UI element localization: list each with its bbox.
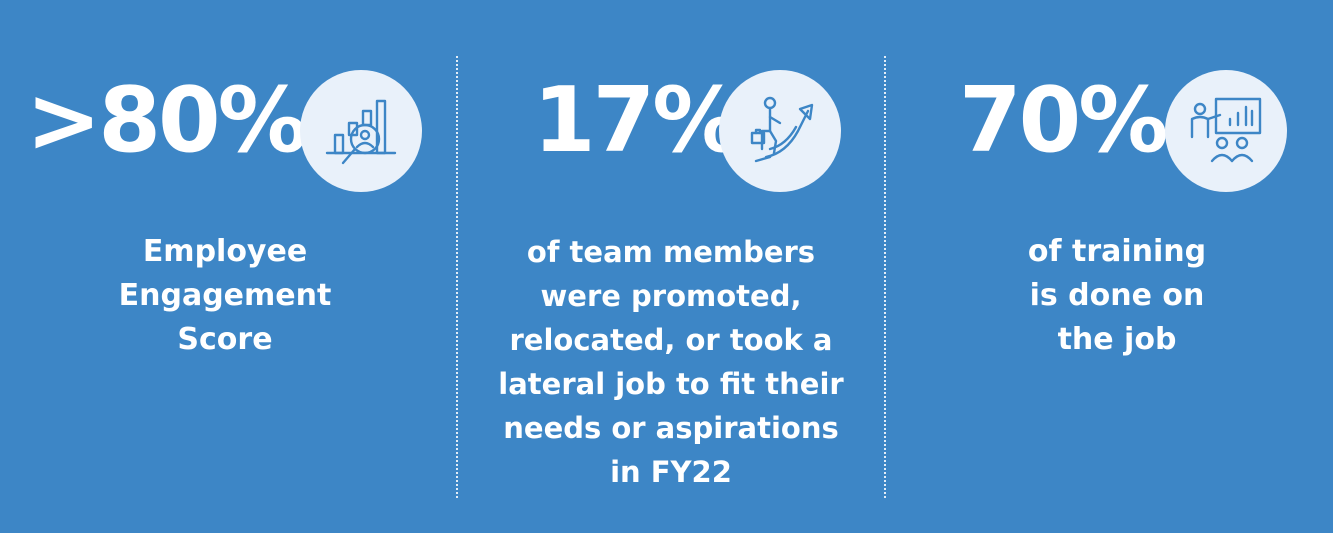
stat-panel-training: 70% of training is done on the job <box>887 0 1333 533</box>
stat-value: 70% <box>959 68 1168 173</box>
analytics-magnifier-icon <box>300 70 422 192</box>
stat-caption: Employee Engagement Score <box>118 234 332 357</box>
stat-panel-promotions: 17% of team members were promoted, relocat… <box>459 0 883 533</box>
divider-2 <box>884 56 886 498</box>
divider-1 <box>456 56 458 498</box>
stat-value: 17% <box>533 68 742 173</box>
stat-caption: of team members were promoted, relocated, … <box>498 235 844 489</box>
training-presentation-icon <box>1165 70 1287 192</box>
career-growth-icon <box>719 70 841 192</box>
stat-panel-engagement: >80% Employee Engagement Score <box>0 0 455 533</box>
stat-value: >80% <box>26 68 308 173</box>
stat-caption: of training is done on the job <box>1027 234 1207 357</box>
